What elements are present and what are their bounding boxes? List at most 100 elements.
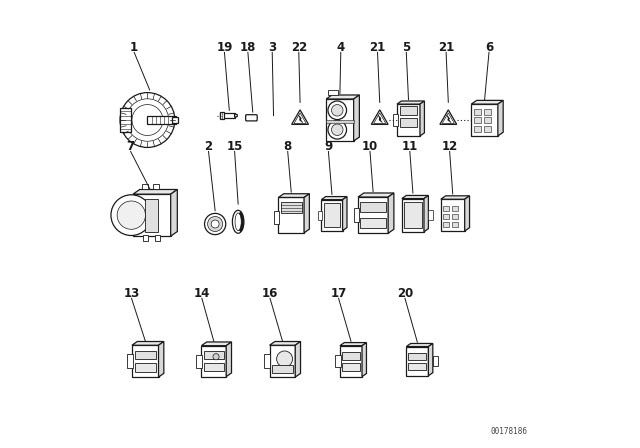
- Circle shape: [332, 124, 343, 135]
- Polygon shape: [402, 195, 428, 198]
- Bar: [143, 235, 148, 241]
- Polygon shape: [278, 194, 309, 198]
- Bar: [444, 214, 449, 219]
- Circle shape: [211, 220, 219, 228]
- Polygon shape: [235, 114, 237, 117]
- Polygon shape: [202, 342, 232, 346]
- Polygon shape: [498, 100, 503, 136]
- Polygon shape: [321, 200, 342, 231]
- Polygon shape: [471, 104, 498, 136]
- Circle shape: [111, 195, 152, 236]
- Bar: [127, 354, 133, 368]
- Polygon shape: [340, 346, 362, 377]
- Text: 9: 9: [324, 140, 333, 153]
- Polygon shape: [388, 193, 394, 233]
- Text: 16: 16: [262, 287, 278, 300]
- Bar: [155, 235, 160, 241]
- Bar: [360, 218, 386, 228]
- Polygon shape: [340, 343, 367, 346]
- Bar: [433, 356, 438, 366]
- Polygon shape: [269, 345, 295, 377]
- Polygon shape: [420, 101, 424, 136]
- Bar: [145, 198, 157, 232]
- Text: 4: 4: [337, 40, 345, 53]
- Bar: [354, 208, 359, 222]
- Text: 19: 19: [216, 40, 232, 53]
- Polygon shape: [440, 110, 457, 125]
- Text: 10: 10: [362, 140, 378, 153]
- Bar: [399, 118, 417, 127]
- Bar: [134, 350, 156, 359]
- Text: 13: 13: [124, 287, 140, 300]
- Bar: [274, 211, 279, 224]
- Bar: [360, 202, 386, 212]
- Text: 3: 3: [268, 40, 276, 53]
- Polygon shape: [358, 193, 394, 197]
- Polygon shape: [326, 99, 354, 141]
- Polygon shape: [292, 110, 308, 125]
- Polygon shape: [278, 198, 304, 233]
- Circle shape: [117, 201, 145, 229]
- Circle shape: [205, 213, 226, 235]
- Bar: [484, 109, 492, 115]
- Text: 22: 22: [291, 40, 307, 53]
- Bar: [134, 363, 156, 372]
- Polygon shape: [406, 344, 433, 347]
- Text: 7: 7: [127, 140, 134, 153]
- Text: 18: 18: [240, 40, 256, 53]
- Bar: [444, 222, 449, 227]
- Polygon shape: [226, 342, 232, 377]
- Polygon shape: [269, 341, 301, 345]
- Bar: [399, 106, 417, 115]
- Polygon shape: [295, 341, 301, 377]
- Bar: [404, 202, 422, 228]
- Bar: [392, 114, 398, 126]
- Polygon shape: [402, 198, 424, 232]
- Polygon shape: [133, 190, 177, 194]
- Polygon shape: [441, 196, 470, 199]
- FancyBboxPatch shape: [246, 115, 257, 121]
- Bar: [474, 117, 481, 123]
- Polygon shape: [428, 344, 433, 376]
- Circle shape: [213, 353, 219, 360]
- Bar: [452, 214, 458, 219]
- Text: 2: 2: [204, 140, 212, 153]
- Bar: [474, 109, 481, 115]
- Bar: [272, 365, 292, 373]
- Bar: [204, 363, 223, 371]
- Polygon shape: [133, 194, 171, 236]
- Polygon shape: [326, 95, 360, 99]
- Text: 11: 11: [402, 140, 418, 153]
- Text: 21: 21: [438, 40, 454, 53]
- Polygon shape: [321, 197, 347, 200]
- Circle shape: [207, 216, 223, 232]
- Text: 14: 14: [194, 287, 210, 300]
- Polygon shape: [397, 104, 420, 136]
- Bar: [408, 363, 426, 370]
- Circle shape: [328, 101, 346, 120]
- Bar: [474, 126, 481, 132]
- Text: 5: 5: [402, 40, 410, 53]
- Text: 1: 1: [130, 40, 138, 53]
- Bar: [280, 202, 302, 213]
- Bar: [147, 116, 176, 125]
- Polygon shape: [202, 346, 226, 377]
- Polygon shape: [358, 197, 388, 233]
- Bar: [220, 113, 235, 118]
- Circle shape: [276, 351, 292, 367]
- Polygon shape: [362, 343, 367, 377]
- Polygon shape: [354, 95, 360, 141]
- Bar: [141, 184, 148, 190]
- Polygon shape: [342, 197, 347, 231]
- Bar: [342, 352, 360, 360]
- Bar: [484, 117, 492, 123]
- Ellipse shape: [232, 210, 244, 233]
- Polygon shape: [471, 100, 503, 104]
- Polygon shape: [132, 341, 164, 345]
- Polygon shape: [397, 101, 424, 104]
- Bar: [326, 121, 354, 123]
- Text: 20: 20: [397, 287, 413, 300]
- Polygon shape: [132, 345, 159, 377]
- Bar: [342, 363, 360, 371]
- Text: 17: 17: [330, 287, 347, 300]
